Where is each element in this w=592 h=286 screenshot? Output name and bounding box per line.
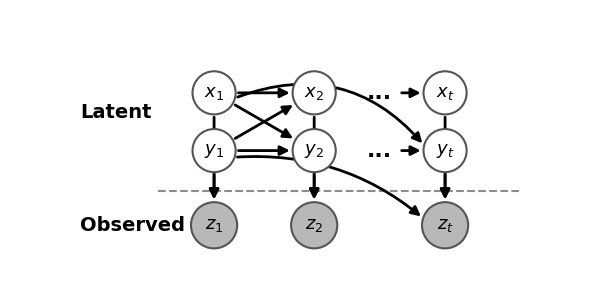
- Text: $x_{2}$: $x_{2}$: [304, 84, 324, 102]
- Circle shape: [292, 129, 336, 172]
- Circle shape: [292, 71, 336, 114]
- Circle shape: [422, 202, 468, 248]
- Text: Latent: Latent: [80, 103, 152, 122]
- Circle shape: [192, 71, 236, 114]
- Circle shape: [191, 202, 237, 248]
- Text: $x_{1}$: $x_{1}$: [204, 84, 224, 102]
- Text: $x_{t}$: $x_{t}$: [436, 84, 454, 102]
- Circle shape: [192, 129, 236, 172]
- Text: $z_{2}$: $z_{2}$: [305, 216, 323, 234]
- Text: ...: ...: [367, 141, 392, 161]
- Text: ...: ...: [367, 83, 392, 103]
- Text: $y_{2}$: $y_{2}$: [304, 142, 324, 160]
- Text: Observed: Observed: [80, 216, 185, 235]
- Text: $z_{1}$: $z_{1}$: [205, 216, 223, 234]
- Circle shape: [423, 129, 466, 172]
- Circle shape: [423, 71, 466, 114]
- Text: $y_{t}$: $y_{t}$: [436, 142, 454, 160]
- Text: $z_{t}$: $z_{t}$: [437, 216, 453, 234]
- Circle shape: [291, 202, 337, 248]
- Text: $y_{1}$: $y_{1}$: [204, 142, 224, 160]
